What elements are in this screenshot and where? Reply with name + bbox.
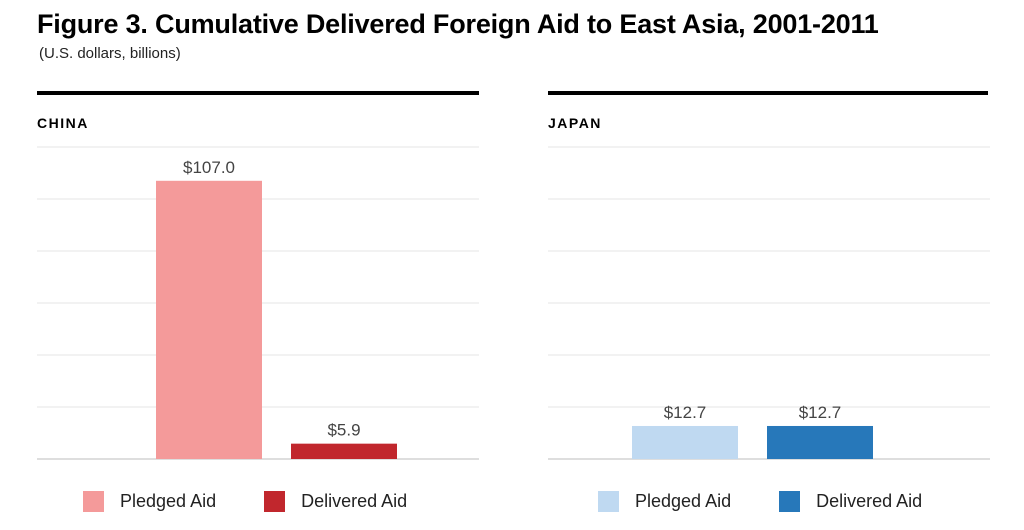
bar-china-delivered — [291, 443, 397, 459]
bar-japan-delivered — [767, 425, 873, 459]
legend-china: Pledged Aid Delivered Aid — [83, 491, 455, 512]
legend-item-pledged: Pledged Aid — [83, 491, 216, 512]
bar-japan-pledged — [632, 425, 738, 459]
legend-item-delivered: Delivered Aid — [264, 491, 407, 512]
data-label-japan-delivered: $12.7 — [799, 403, 842, 422]
legend-label-delivered: Delivered Aid — [301, 491, 408, 511]
data-label-japan-pledged: $12.7 — [664, 403, 707, 422]
bar-china-pledged — [156, 180, 262, 460]
panel-label-japan: JAPAN — [548, 115, 602, 131]
legend-japan: Pledged Aid Delivered Aid — [598, 491, 970, 512]
legend-swatch-pledged — [83, 491, 104, 512]
panel-rule-china — [37, 91, 479, 95]
legend-item-pledged: Pledged Aid — [598, 491, 731, 512]
chart-title: Figure 3. Cumulative Delivered Foreign A… — [37, 9, 879, 39]
legend-label-delivered: Delivered Aid — [816, 491, 923, 511]
legend-swatch-delivered — [779, 491, 801, 512]
legend-swatch-delivered — [264, 491, 286, 512]
legend-label-pledged: Pledged Aid — [120, 491, 217, 511]
data-label-china-delivered: $5.9 — [327, 421, 360, 440]
legend-item-delivered: Delivered Aid — [779, 491, 922, 512]
legend-label-pledged: Pledged Aid — [635, 491, 732, 511]
panel-label-china: CHINA — [37, 115, 89, 131]
panel-rule-japan — [548, 91, 988, 95]
legend-swatch-pledged — [598, 491, 619, 512]
chart-subtitle: (U.S. dollars, billions) — [39, 45, 181, 62]
data-label-china-pledged: $107.0 — [183, 158, 235, 177]
